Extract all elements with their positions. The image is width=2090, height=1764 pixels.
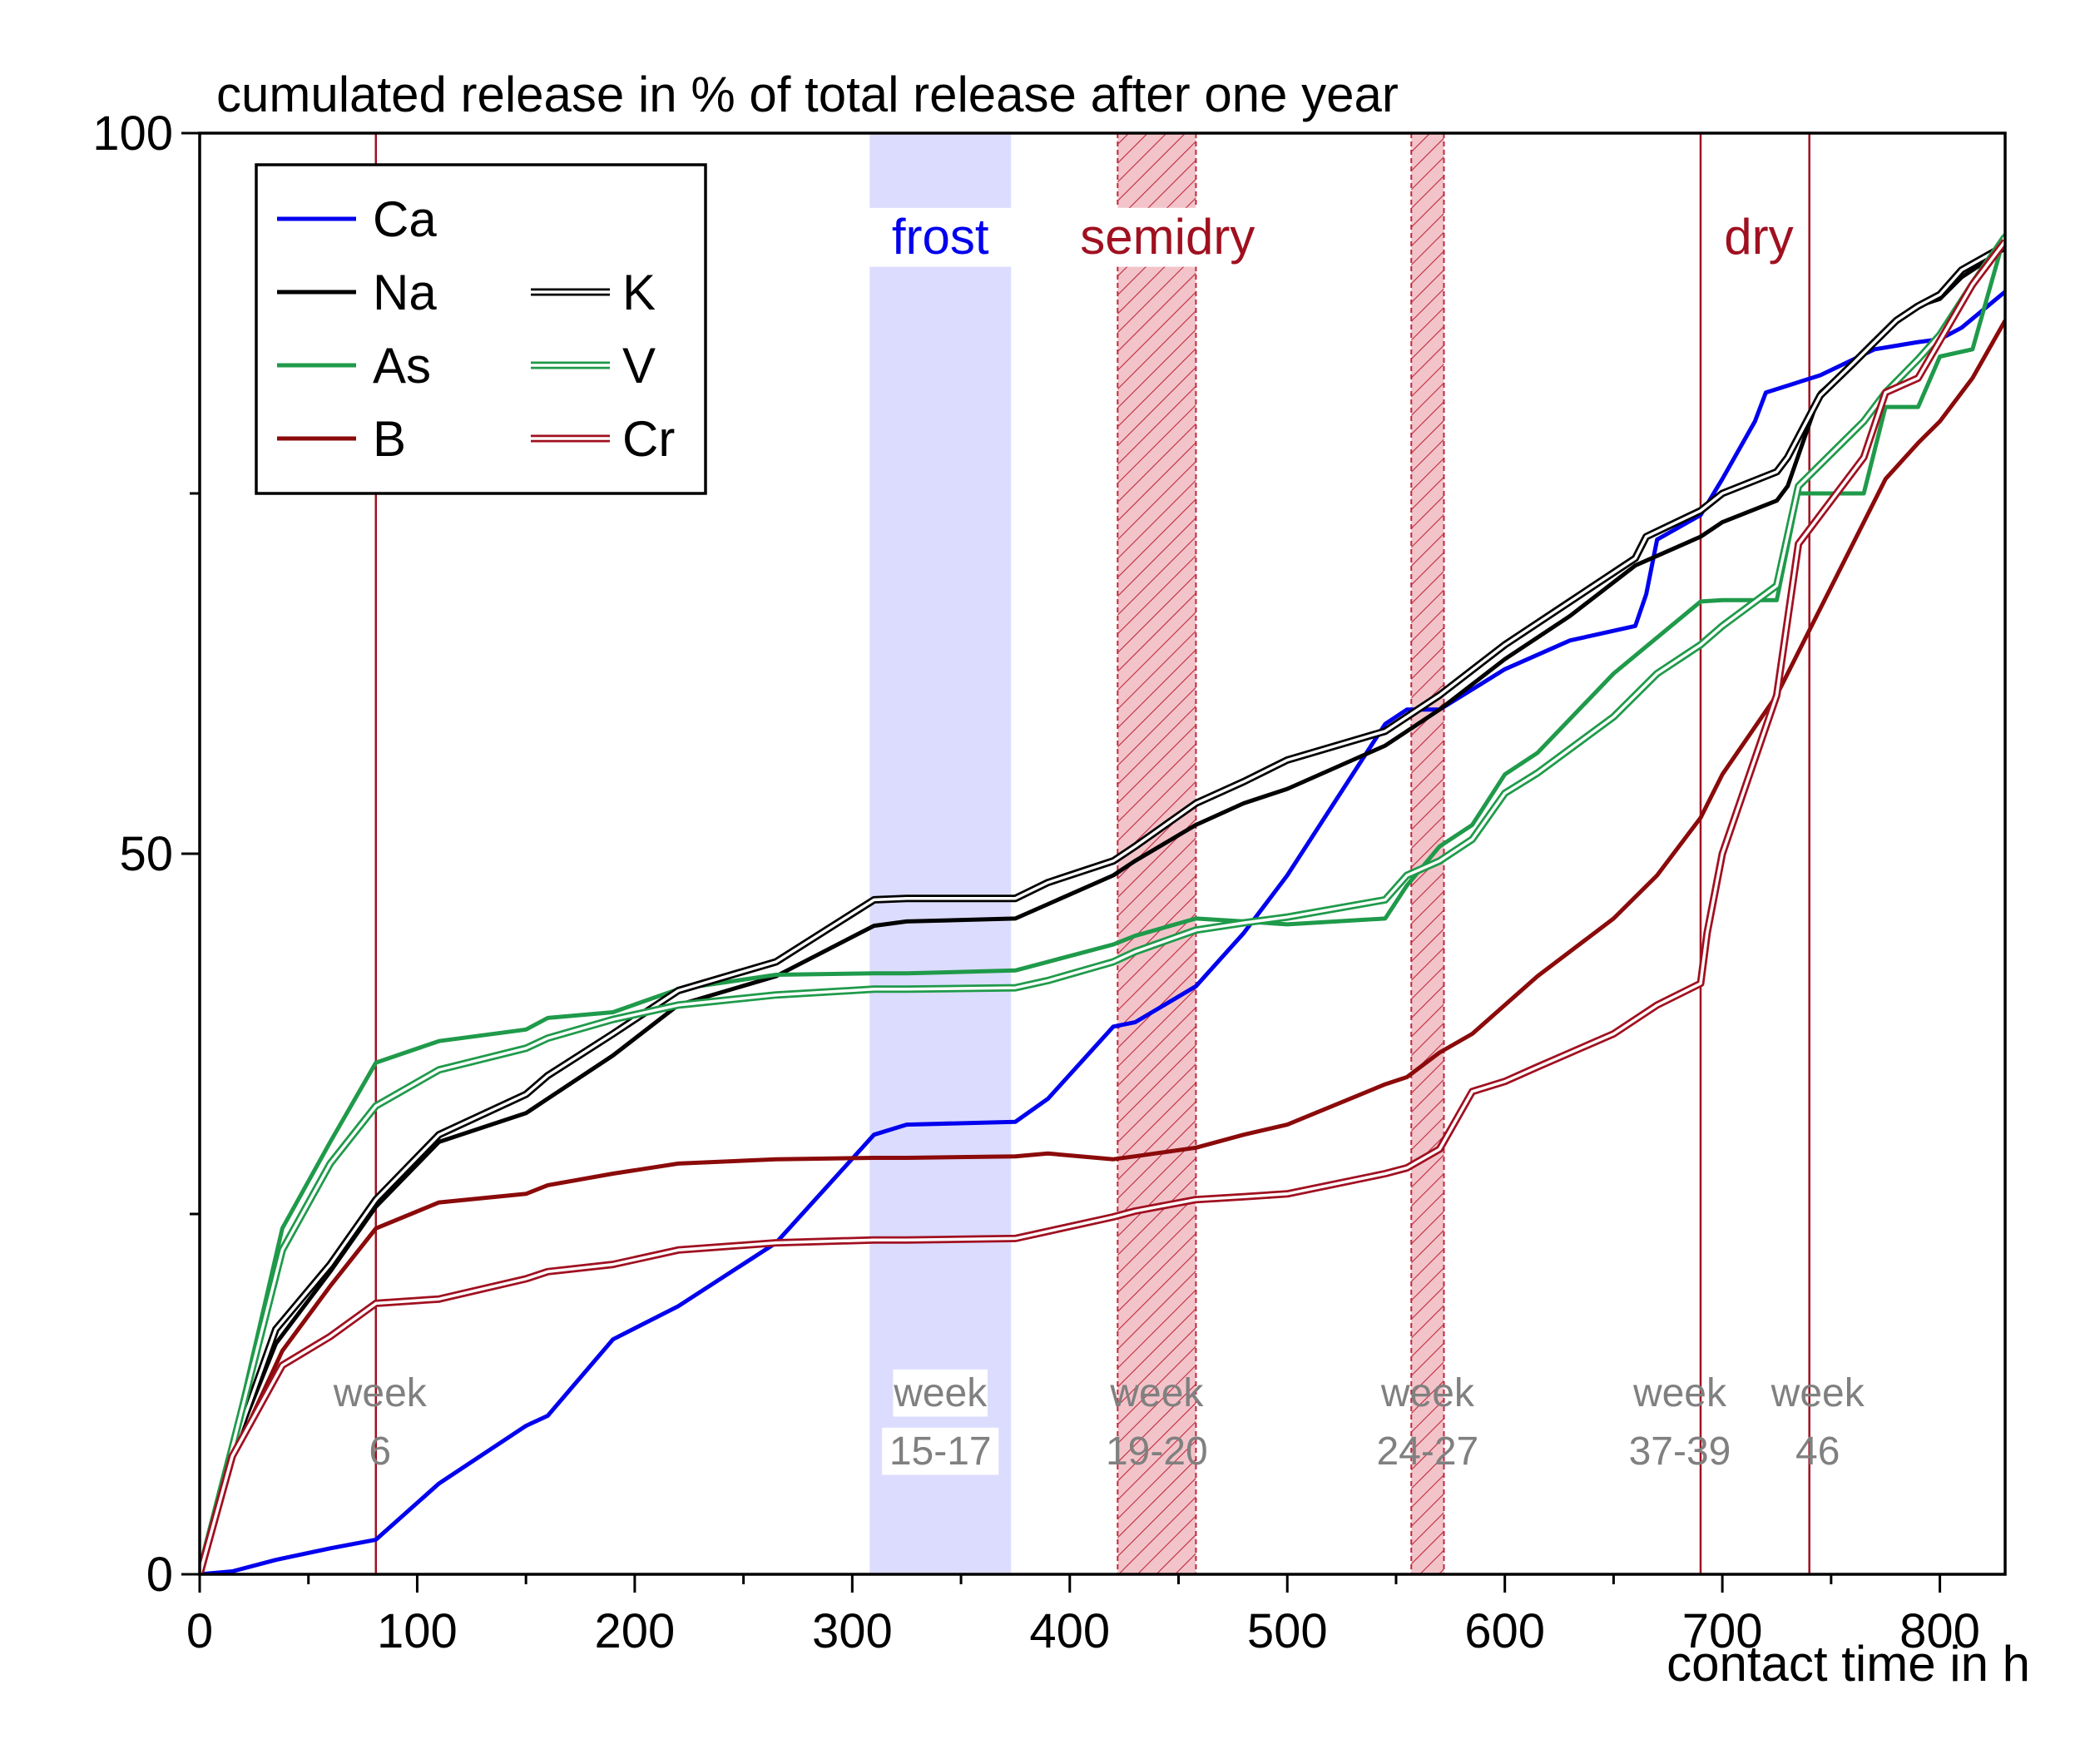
week-label-bg	[893, 1369, 988, 1417]
legend-label-b: B	[373, 411, 406, 467]
hatched-band-2	[1411, 133, 1444, 1574]
series-k	[200, 242, 2005, 1574]
series-ca	[200, 290, 2005, 1574]
legend-label-cr: Cr	[622, 411, 675, 467]
series-line-ca	[200, 290, 2005, 1574]
week-range-label: 37-39	[1629, 1430, 1731, 1474]
period-label-semidry-bg	[1067, 207, 1267, 267]
x-tick-label: 800	[1899, 1604, 1980, 1658]
week-range-label: 6	[369, 1430, 391, 1474]
series-line-inner-v	[200, 235, 2005, 1574]
x-tick-label: 100	[377, 1604, 458, 1658]
marker-label-dry-bg	[1714, 207, 1804, 267]
marker-label-dry: dry	[1724, 209, 1793, 265]
legend-label-ca: Ca	[373, 191, 437, 247]
chart-title: cumulated release in % of total release …	[216, 67, 1399, 122]
series-b	[200, 319, 2005, 1574]
legend-label-v: V	[622, 338, 656, 394]
week-range-label-bg	[882, 1427, 999, 1475]
period-label-frost: frost	[892, 209, 989, 265]
x-tick-label: 300	[812, 1604, 893, 1658]
week-label: week	[1632, 1371, 1727, 1415]
week-range-label: 24-27	[1376, 1430, 1478, 1474]
week-label: week	[1771, 1371, 1865, 1415]
period-label-semidry: semidry	[1080, 209, 1255, 265]
week-range-label: 19-20	[1106, 1430, 1208, 1474]
week-range-label: 46	[1795, 1430, 1840, 1474]
y-tick-label: 100	[92, 107, 173, 161]
series-v	[200, 235, 2005, 1574]
period-label-frost-bg	[868, 207, 1013, 267]
x-axis-label: contact time in h	[1667, 1636, 2030, 1692]
week-label: week	[893, 1371, 988, 1415]
frost-band	[869, 133, 1012, 1574]
week-label: week	[1380, 1371, 1475, 1415]
week-label: week	[333, 1371, 428, 1415]
y-tick-label: 0	[146, 1548, 173, 1602]
y-tick-label: 50	[119, 827, 173, 881]
legend-label-na: Na	[373, 265, 437, 320]
series-line-inner-k	[200, 244, 2005, 1574]
x-tick-label: 500	[1247, 1604, 1328, 1658]
week-range-label: 15-17	[889, 1430, 992, 1474]
series-line-inner-cr	[200, 240, 2005, 1574]
x-tick-label: 600	[1464, 1604, 1545, 1658]
series-line-b	[200, 319, 2005, 1574]
x-tick-label: 0	[186, 1604, 213, 1658]
x-tick-label: 400	[1029, 1604, 1110, 1658]
x-tick-label: 200	[595, 1604, 676, 1658]
legend-label-k: K	[622, 265, 656, 320]
legend-label-as: As	[373, 338, 431, 394]
week-label: week	[1109, 1371, 1204, 1415]
series-cr	[200, 239, 2005, 1574]
x-tick-label: 700	[1682, 1604, 1763, 1658]
